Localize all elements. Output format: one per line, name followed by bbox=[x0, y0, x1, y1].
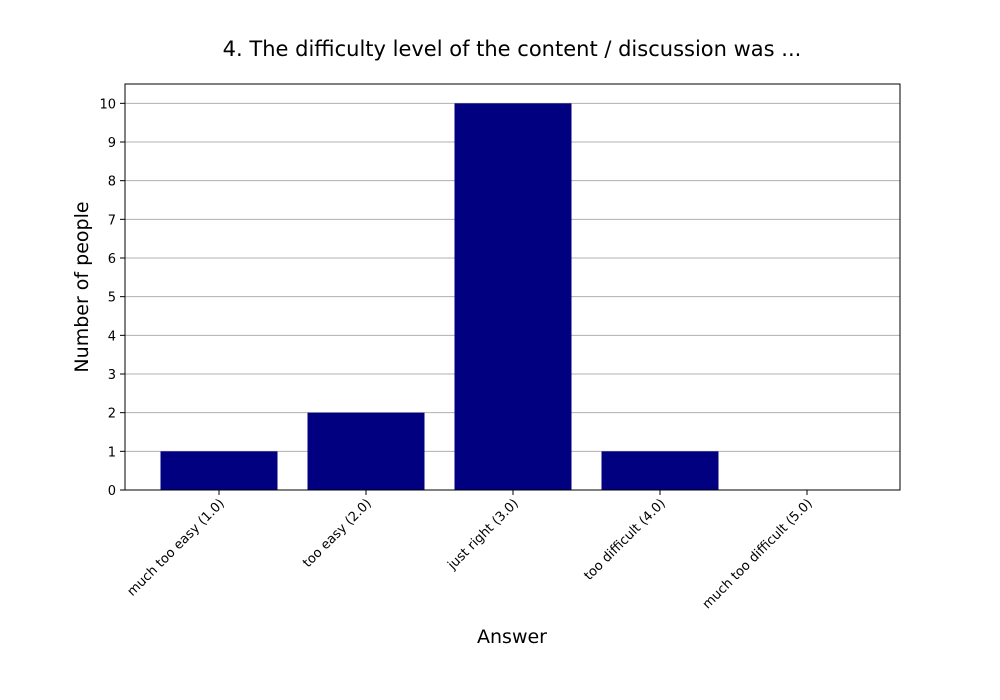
y-tick-label: 9 bbox=[108, 136, 116, 151]
y-tick-label: 8 bbox=[108, 175, 116, 190]
x-tick-label: much too difficult (5.0) bbox=[700, 496, 816, 612]
y-axis-title: Number of people bbox=[71, 201, 93, 372]
y-tick-label: 5 bbox=[108, 291, 116, 306]
y-tick-label: 3 bbox=[108, 368, 116, 383]
x-tick-label: much too easy (1.0) bbox=[125, 496, 228, 599]
x-axis: much too easy (1.0) too easy (2.0) just ri… bbox=[125, 490, 816, 612]
y-tick-label: 4 bbox=[108, 329, 116, 344]
y-tick-label: 6 bbox=[108, 252, 116, 267]
x-axis-title: Answer bbox=[477, 626, 547, 648]
bars bbox=[160, 103, 719, 490]
chart-title: 4. The difficulty level of the content /… bbox=[223, 37, 802, 61]
bar bbox=[307, 412, 425, 490]
y-tick-label: 7 bbox=[108, 213, 116, 228]
x-tick-label: too easy (2.0) bbox=[300, 496, 375, 571]
y-tick-label: 2 bbox=[108, 407, 116, 422]
y-tick-label: 1 bbox=[108, 445, 116, 460]
bar bbox=[601, 451, 719, 490]
y-tick-label: 0 bbox=[108, 484, 116, 499]
x-tick-label: just right (3.0) bbox=[444, 496, 521, 573]
x-tick-label: too difficult (4.0) bbox=[581, 496, 668, 583]
y-tick-label: 10 bbox=[99, 97, 116, 112]
bar bbox=[454, 103, 572, 490]
bar bbox=[160, 451, 278, 490]
y-axis: 0 1 2 3 4 5 6 7 8 9 10 bbox=[99, 97, 125, 499]
